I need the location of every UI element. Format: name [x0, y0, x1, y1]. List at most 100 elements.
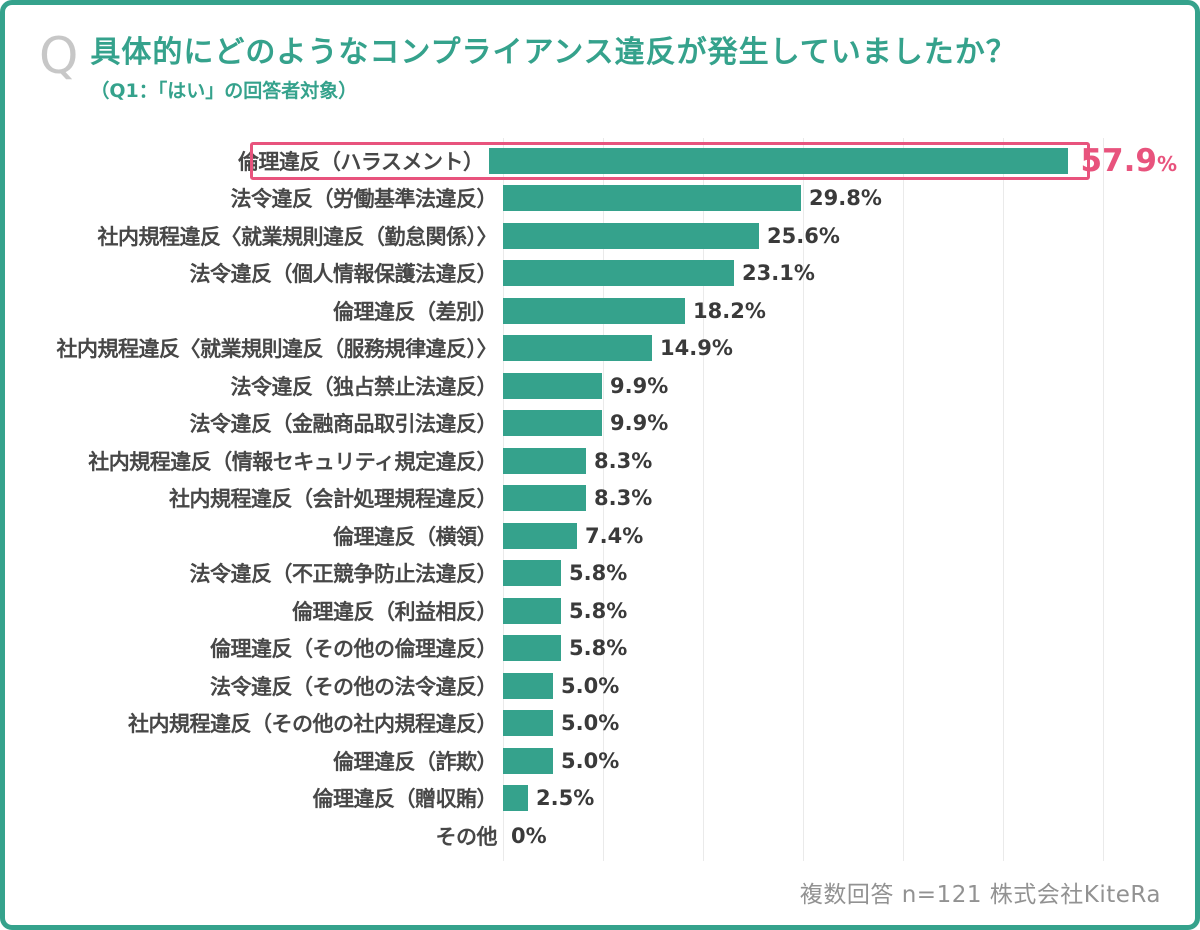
chart-row: 倫理違反（贈収賄） 2.5%: [35, 780, 1177, 818]
bar-area: 9.9%: [503, 410, 669, 437]
bar-area: 0%: [503, 823, 547, 849]
value-label: 5.8%: [569, 561, 628, 586]
value-label: 5.0%: [561, 673, 620, 698]
category-label: 法令違反（その他の法令違反）: [210, 674, 498, 699]
category-label: 倫理違反（贈収賄）: [312, 787, 498, 812]
title-block: 具体的にどのようなコンプライアンス違反が発生していましたか？ （Q1：「はい」の…: [90, 33, 1016, 104]
category-label: 倫理違反（利益相反）: [292, 599, 498, 624]
chart-row: 法令違反（個人情報保護法違反） 23.1%: [35, 255, 1177, 293]
chart-row: 倫理違反（ハラスメント） 57.9%: [35, 142, 1177, 180]
category-label: 法令違反（金融商品取引法違反）: [189, 412, 498, 437]
value-label: 8.3%: [594, 486, 653, 511]
chart-row: 法令違反（独占禁止法違反） 9.9%: [35, 367, 1177, 405]
bar: [503, 222, 759, 249]
chart-row: 倫理違反（利益相反） 5.8%: [35, 592, 1177, 630]
value-label: 29.8%: [809, 186, 882, 211]
value-label: 7.4%: [585, 523, 644, 548]
chart-row: 法令違反（金融商品取引法違反） 9.9%: [35, 405, 1177, 443]
chart-row: 倫理違反（その他の倫理違反） 5.8%: [35, 630, 1177, 668]
chart-row: 法令違反（その他の法令違反） 5.0%: [35, 667, 1177, 705]
bar-area: 29.8%: [503, 185, 882, 212]
bar-area: 5.8%: [503, 560, 628, 587]
chart-rows: 倫理違反（ハラスメント） 57.9% 法令違反（労働基準法違反） 29.8% 社内規程違…: [35, 142, 1177, 855]
bar-area: 2.5%: [503, 785, 595, 812]
value-label: 14.9%: [660, 336, 733, 361]
bar: [503, 372, 602, 399]
bar: [503, 785, 528, 812]
bar-area: 5.0%: [503, 710, 620, 737]
header: Q 具体的にどのようなコンプライアンス違反が発生していましたか？ （Q1：「はい…: [5, 5, 1195, 104]
bar: [503, 410, 602, 437]
category-label: その他: [435, 824, 498, 849]
bar-area: 9.9%: [503, 372, 669, 399]
page-subtitle: （Q1：「はい」の回答者対象）: [90, 80, 358, 102]
bar: [503, 597, 561, 624]
chart-row: 社内規程違反（情報セキュリティ規定違反） 8.3%: [35, 442, 1177, 480]
value-label: 25.6%: [767, 223, 840, 248]
chart-row: 社内規程違反（会計処理規程違反） 8.3%: [35, 480, 1177, 518]
value-label: 18.2%: [693, 298, 766, 323]
bar: [489, 147, 1069, 174]
highlight-value-percent-sign: %: [1156, 151, 1177, 176]
bar-area: 57.9%: [489, 143, 1177, 179]
bar: [503, 672, 553, 699]
category-label: 倫理違反（横領）: [333, 524, 498, 549]
chart-row: 社内規程違反〈就業規則違反（勤怠関係）〉 25.6%: [35, 217, 1177, 255]
bar-area: 8.3%: [503, 447, 653, 474]
bar-area: 5.8%: [503, 597, 628, 624]
value-label: 23.1%: [742, 261, 815, 286]
category-label: 倫理違反（詐欺）: [333, 749, 498, 774]
value-label: 2.5%: [536, 786, 595, 811]
question-icon: Q: [39, 27, 79, 85]
value-label: 9.9%: [610, 373, 669, 398]
bar: [503, 747, 553, 774]
category-label: 社内規程違反〈就業規則違反（服務規律違反）〉: [56, 337, 498, 362]
bar-area: 23.1%: [503, 260, 815, 287]
highlight-value-number: 57.9: [1080, 142, 1157, 179]
bar-area: 14.9%: [503, 335, 733, 362]
bar: [503, 185, 801, 212]
chart-row: 倫理違反（詐欺） 5.0%: [35, 742, 1177, 780]
category-label: 社内規程違反（会計処理規程違反）: [169, 487, 498, 512]
category-label: 倫理違反（ハラスメント）: [237, 149, 484, 174]
bar: [503, 447, 586, 474]
category-label: 社内規程違反（情報セキュリティ規定違反）: [88, 449, 497, 474]
chart-row: 倫理違反（横領） 7.4%: [35, 517, 1177, 555]
value-label: 5.8%: [569, 598, 628, 623]
value-label: 9.9%: [610, 411, 669, 436]
category-label: 法令違反（労働基準法違反）: [230, 187, 498, 212]
bar-area: 5.8%: [503, 635, 628, 662]
footer-note: 複数回答 n=121 株式会社KiteRa: [799, 882, 1161, 908]
value-label: 57.9%: [1080, 143, 1177, 179]
chart-row: 法令違反（不正競争防止法違反） 5.8%: [35, 555, 1177, 593]
value-label: 5.0%: [561, 711, 620, 736]
bar: [503, 260, 734, 287]
bar-area: 5.0%: [503, 672, 620, 699]
chart-row: 倫理違反（差別） 18.2%: [35, 292, 1177, 330]
chart-row: 社内規程違反（その他の社内規程違反） 5.0%: [35, 705, 1177, 743]
value-label: 5.8%: [569, 636, 628, 661]
horizontal-bar-chart: 倫理違反（ハラスメント） 57.9% 法令違反（労働基準法違反） 29.8% 社内規程違…: [35, 138, 1177, 861]
bar: [503, 635, 561, 662]
value-label: 5.0%: [561, 748, 620, 773]
category-label: 法令違反（不正競争防止法違反）: [189, 562, 498, 587]
category-label: 社内規程違反（その他の社内規程違反）: [128, 712, 498, 737]
value-label: 0%: [511, 823, 547, 848]
chart-row: その他 0%: [35, 817, 1177, 855]
category-label: 法令違反（個人情報保護法違反）: [189, 262, 498, 287]
bar: [503, 297, 685, 324]
bar: [503, 560, 561, 587]
bar: [503, 710, 553, 737]
category-label: 倫理違反（その他の倫理違反）: [210, 637, 498, 662]
page-title: 具体的にどのようなコンプライアンス違反が発生していましたか？: [90, 35, 1017, 70]
category-label: 倫理違反（差別）: [333, 299, 498, 324]
bar: [503, 522, 577, 549]
bar-area: 5.0%: [503, 747, 620, 774]
value-label: 8.3%: [594, 448, 653, 473]
bar-area: 18.2%: [503, 297, 766, 324]
bar-area: 8.3%: [503, 485, 653, 512]
bar-area: 7.4%: [503, 522, 644, 549]
bar: [503, 485, 586, 512]
category-label: 法令違反（独占禁止法違反）: [230, 374, 498, 399]
